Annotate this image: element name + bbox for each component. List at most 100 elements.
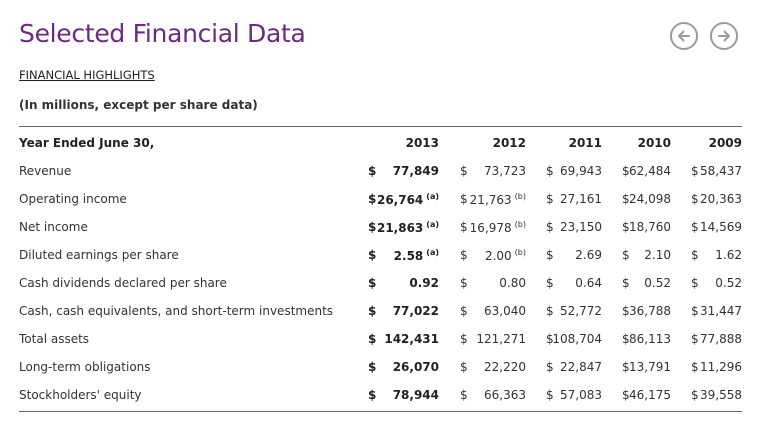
currency-symbol: $ [368, 388, 377, 402]
currency-symbol: $ [368, 164, 377, 178]
table-row: Total assets $142,431 $121,271 $108,704 $86,… [0, 332, 761, 352]
footnote-marker: (b) [514, 192, 526, 201]
currency-symbol: $ [460, 248, 468, 262]
header-year: 2010 [637, 136, 671, 150]
value-cell: 73,723 [484, 164, 526, 178]
header-label: Year Ended June 30, [19, 136, 155, 150]
value-text: 62,484 [629, 164, 671, 178]
value-text: 20,363 [700, 192, 742, 206]
value-cell: 58,437 [700, 164, 742, 178]
row-label: Cash, cash equivalents, and short-term i… [19, 304, 334, 318]
footnote-marker: (a) [426, 192, 439, 201]
value-cell: 78,944 [393, 388, 439, 402]
value-text: 2.69 [575, 248, 602, 262]
value-text: 121,271 [476, 332, 526, 346]
value-text: 108,704 [552, 332, 602, 346]
value-cell: 46,175 [629, 388, 671, 402]
currency-symbol: $ [691, 360, 699, 374]
table-row: Net income $21,863 (a) $16,978 (b) $23,150 $18… [0, 220, 761, 240]
arrow-left-icon [678, 30, 690, 42]
currency-symbol: $ [622, 388, 630, 402]
currency-symbol: $ [460, 164, 468, 178]
currency-symbol: $ [691, 220, 699, 234]
value-cell: 77,022 [393, 304, 439, 318]
value-cell: 18,760 [629, 220, 671, 234]
currency-symbol: $ [546, 276, 554, 290]
value-cell: 14,569 [700, 220, 742, 234]
value-text: 77,888 [700, 332, 742, 346]
value-cell: 142,431 [384, 332, 439, 346]
value-text: 22,220 [484, 360, 526, 374]
value-cell: 39,558 [700, 388, 742, 402]
value-text: 63,040 [484, 304, 526, 318]
value-cell: 121,271 [476, 332, 526, 346]
value-text: 57,083 [560, 388, 602, 402]
value-cell: 77,888 [700, 332, 742, 346]
value-text: 142,431 [384, 332, 439, 346]
value-cell: 24,098 [629, 192, 671, 206]
value-text: 27,161 [560, 192, 602, 206]
currency-symbol: $ [546, 164, 554, 178]
currency-symbol: $ [622, 360, 630, 374]
row-label: Revenue [19, 164, 72, 178]
previous-button[interactable] [670, 22, 698, 50]
value-cell: 26,764 (a) [377, 192, 439, 207]
currency-symbol: $ [460, 388, 468, 402]
currency-symbol: $ [622, 276, 630, 290]
value-cell: 31,447 [700, 304, 742, 318]
row-label: Cash dividends declared per share [19, 276, 227, 290]
currency-symbol: $ [368, 220, 377, 234]
value-cell: 2.58 (a) [394, 248, 439, 263]
page-title: Selected Financial Data [19, 19, 306, 48]
footnote-marker: (b) [514, 220, 526, 229]
currency-symbol: $ [368, 360, 377, 374]
table-row: Long-term obligations $26,070 $22,220 $22,8… [0, 360, 761, 380]
currency-symbol: $ [460, 332, 468, 346]
currency-symbol: $ [368, 332, 377, 346]
value-cell: 86,113 [629, 332, 671, 346]
value-cell: 0.52 [644, 276, 671, 290]
row-label: Net income [19, 220, 88, 234]
value-cell: 2.00 (b) [485, 248, 526, 263]
value-text: 24,098 [629, 192, 671, 206]
row-label: Stockholders' equity [19, 388, 142, 402]
header-year: 2011 [568, 136, 602, 150]
value-text: 66,363 [484, 388, 526, 402]
value-text: 78,944 [392, 388, 439, 402]
row-label: Operating income [19, 192, 127, 206]
header-year: 2009 [708, 136, 742, 150]
value-cell: 57,083 [560, 388, 602, 402]
table-bottom-rule [19, 411, 742, 412]
value-text: 0.80 [499, 276, 526, 290]
value-cell: 21,763 (b) [470, 192, 526, 207]
value-text: 26,070 [392, 360, 439, 374]
currency-symbol: $ [691, 192, 699, 206]
value-text: 0.52 [715, 276, 742, 290]
value-text: 1.62 [715, 248, 742, 262]
value-text: 26,764 [376, 193, 424, 207]
value-text: 2.10 [644, 248, 671, 262]
value-cell: 23,150 [560, 220, 602, 234]
table-row: Diluted earnings per share $2.58 (a) $2.00(… [0, 248, 761, 268]
value-cell: 11,296 [700, 360, 742, 374]
currency-symbol: $ [460, 360, 468, 374]
value-text: 16,978 [469, 221, 512, 235]
value-text: 13,791 [629, 360, 671, 374]
value-cell: 27,161 [560, 192, 602, 206]
value-text: 58,437 [700, 164, 742, 178]
next-button[interactable] [710, 22, 738, 50]
value-text: 46,175 [629, 388, 671, 402]
currency-symbol: $ [460, 220, 468, 234]
row-label: Long-term obligations [19, 360, 151, 374]
value-cell: 1.62 [715, 248, 742, 262]
financial-highlights-link[interactable]: FINANCIAL HIGHLIGHTS [19, 68, 155, 82]
value-text: 52,772 [560, 304, 602, 318]
currency-symbol: $ [622, 192, 630, 206]
value-text: 11,296 [700, 360, 742, 374]
value-text: 31,447 [700, 304, 742, 318]
currency-symbol: $ [546, 388, 554, 402]
currency-symbol: $ [691, 304, 699, 318]
currency-symbol: $ [546, 192, 554, 206]
value-text: 23,150 [560, 220, 602, 234]
currency-symbol: $ [460, 304, 468, 318]
